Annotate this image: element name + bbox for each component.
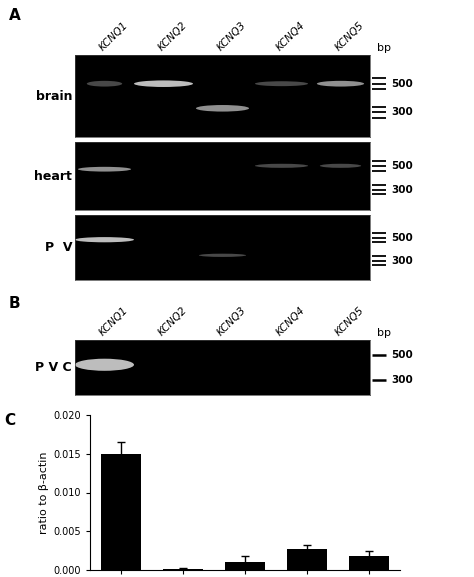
Ellipse shape bbox=[78, 167, 131, 171]
Text: brain: brain bbox=[36, 89, 72, 103]
Text: 300: 300 bbox=[391, 185, 412, 194]
Text: bp: bp bbox=[377, 43, 392, 53]
Text: 500: 500 bbox=[391, 161, 412, 171]
Ellipse shape bbox=[255, 81, 308, 86]
Text: P  V: P V bbox=[45, 241, 72, 254]
Ellipse shape bbox=[255, 164, 308, 168]
Bar bbox=[287, 549, 327, 570]
Bar bbox=[225, 563, 265, 570]
Text: 300: 300 bbox=[391, 107, 412, 117]
Text: 500: 500 bbox=[391, 350, 412, 361]
Text: KCNQ1: KCNQ1 bbox=[98, 20, 130, 53]
Bar bbox=[101, 454, 141, 570]
Ellipse shape bbox=[75, 359, 134, 371]
Y-axis label: ratio to β-actin: ratio to β-actin bbox=[39, 451, 49, 534]
Text: 500: 500 bbox=[391, 233, 412, 243]
Text: KCNQ5: KCNQ5 bbox=[333, 20, 366, 53]
Text: KCNQ2: KCNQ2 bbox=[156, 305, 189, 338]
Text: KCNQ1: KCNQ1 bbox=[98, 305, 130, 338]
Ellipse shape bbox=[75, 237, 134, 242]
Text: bp: bp bbox=[377, 328, 392, 338]
Text: 300: 300 bbox=[391, 256, 412, 265]
Bar bbox=[163, 569, 203, 570]
Text: KCNQ4: KCNQ4 bbox=[274, 20, 307, 53]
Ellipse shape bbox=[199, 254, 246, 257]
Text: B: B bbox=[9, 296, 20, 311]
Ellipse shape bbox=[196, 105, 249, 111]
Text: KCNQ3: KCNQ3 bbox=[215, 305, 248, 338]
Text: KCNQ5: KCNQ5 bbox=[333, 305, 366, 338]
Text: heart: heart bbox=[34, 170, 72, 182]
Text: A: A bbox=[9, 8, 20, 23]
Text: P V C: P V C bbox=[36, 361, 72, 374]
Bar bbox=[349, 556, 389, 570]
Text: KCNQ4: KCNQ4 bbox=[274, 305, 307, 338]
Ellipse shape bbox=[317, 81, 364, 87]
Text: 300: 300 bbox=[391, 374, 412, 385]
Ellipse shape bbox=[87, 81, 122, 87]
Ellipse shape bbox=[320, 164, 361, 168]
Text: 500: 500 bbox=[391, 78, 412, 89]
Text: C: C bbox=[5, 413, 16, 428]
Text: KCNQ3: KCNQ3 bbox=[215, 20, 248, 53]
Ellipse shape bbox=[134, 80, 193, 87]
Text: KCNQ2: KCNQ2 bbox=[156, 20, 189, 53]
